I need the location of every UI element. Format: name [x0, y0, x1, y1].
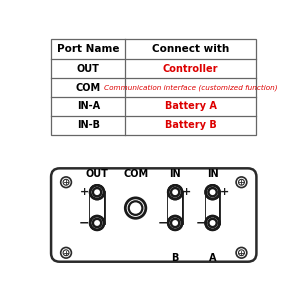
- Circle shape: [93, 188, 101, 196]
- Circle shape: [61, 177, 71, 188]
- Text: Controller: Controller: [163, 64, 218, 74]
- Circle shape: [129, 201, 142, 215]
- Circle shape: [168, 185, 182, 199]
- Circle shape: [238, 179, 244, 185]
- Circle shape: [208, 188, 217, 196]
- Text: Battery B: Battery B: [165, 120, 217, 130]
- Circle shape: [168, 185, 182, 199]
- FancyBboxPatch shape: [51, 168, 256, 262]
- Bar: [90, 192, 104, 223]
- Circle shape: [168, 216, 182, 230]
- Circle shape: [171, 219, 179, 227]
- Text: IN-A: IN-A: [77, 101, 100, 112]
- Circle shape: [171, 188, 179, 196]
- Bar: [168, 192, 182, 223]
- Circle shape: [171, 219, 179, 227]
- Circle shape: [93, 219, 101, 227]
- Bar: [52, 40, 256, 135]
- Text: Connect with: Connect with: [152, 44, 229, 54]
- Text: +: +: [182, 187, 191, 197]
- Text: Battery A: Battery A: [165, 101, 217, 112]
- Text: IN-B: IN-B: [77, 120, 100, 130]
- Text: COM: COM: [123, 169, 148, 179]
- Circle shape: [90, 216, 104, 230]
- Text: −: −: [158, 217, 169, 230]
- Text: A: A: [209, 253, 216, 263]
- Circle shape: [168, 216, 182, 230]
- Circle shape: [208, 219, 217, 227]
- Circle shape: [63, 179, 69, 185]
- Circle shape: [206, 185, 219, 199]
- Circle shape: [208, 188, 217, 196]
- Circle shape: [90, 185, 104, 199]
- Text: −: −: [79, 217, 89, 230]
- Text: +: +: [220, 187, 229, 197]
- Circle shape: [206, 216, 219, 230]
- Circle shape: [206, 216, 219, 230]
- Circle shape: [236, 177, 247, 188]
- Text: IN: IN: [169, 169, 181, 179]
- Text: Communication interface (customized function): Communication interface (customized func…: [104, 84, 278, 91]
- Text: B: B: [172, 253, 179, 263]
- Circle shape: [90, 185, 104, 199]
- Bar: [206, 192, 219, 223]
- Circle shape: [171, 188, 179, 196]
- Text: Port Name: Port Name: [57, 44, 119, 54]
- Circle shape: [206, 185, 219, 199]
- Circle shape: [125, 198, 146, 218]
- Circle shape: [61, 248, 71, 258]
- Circle shape: [93, 188, 101, 196]
- Circle shape: [93, 219, 101, 227]
- Text: OUT: OUT: [85, 169, 109, 179]
- Text: OUT: OUT: [77, 64, 100, 74]
- Text: −: −: [196, 217, 206, 230]
- Circle shape: [90, 216, 104, 230]
- Circle shape: [208, 219, 217, 227]
- Circle shape: [236, 248, 247, 258]
- Circle shape: [238, 250, 244, 256]
- Text: IN: IN: [207, 169, 218, 179]
- Text: COM: COM: [76, 82, 101, 92]
- Circle shape: [63, 250, 69, 256]
- Text: +: +: [80, 187, 89, 197]
